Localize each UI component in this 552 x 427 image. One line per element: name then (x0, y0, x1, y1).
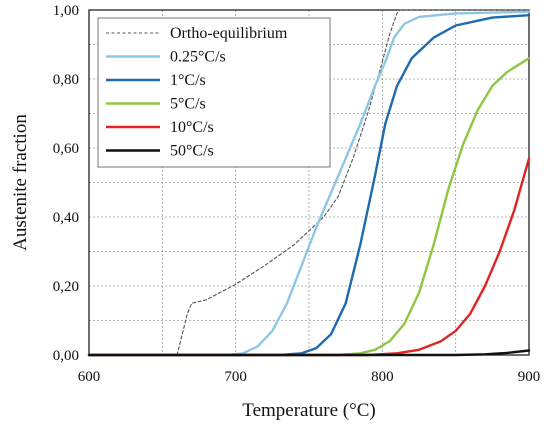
legend-label-3: 5°C/s (170, 96, 206, 113)
series-line-5 (87, 349, 531, 357)
y-axis-title: Austenite fraction (10, 114, 31, 251)
legend-label-2: 1°C/s (170, 72, 206, 89)
x-tick-label: 800 (371, 369, 394, 385)
y-tick-label: 0,20 (53, 279, 79, 295)
legend-label-1: 0.25°C/s (170, 49, 226, 66)
legend-label-5: 50°C/s (170, 143, 214, 160)
x-tick-label: 600 (78, 369, 101, 385)
legend-label-4: 10°C/s (170, 119, 214, 136)
y-tick-label: 0,60 (53, 141, 79, 157)
legend-label-0: Ortho-equilibrium (170, 25, 288, 42)
x-tick-label: 700 (224, 369, 247, 385)
y-tick-label: 0,80 (53, 72, 79, 88)
series-line-1 (87, 10, 531, 357)
y-tick-label: 0,00 (53, 348, 79, 364)
series-line-0 (88, 9, 530, 356)
y-tick-labels: 0,00 0,20 0,40 0,60 0,80 1,00 (53, 3, 79, 364)
series-layer (87, 9, 531, 357)
series-line-2 (87, 14, 531, 357)
x-axis-title: Temperature (°C) (242, 400, 375, 421)
y-tick-label: 0,40 (53, 210, 79, 226)
legend-box (97, 17, 331, 168)
x-tick-labels: 600 700 800 900 (78, 369, 541, 385)
legend: Ortho-equilibrium 0.25°C/s 1°C/s 5°C/s 10°C/… (97, 17, 331, 168)
y-tick-label: 1,00 (53, 3, 79, 19)
x-tick-label: 900 (518, 369, 541, 385)
series-line-3 (87, 57, 531, 357)
